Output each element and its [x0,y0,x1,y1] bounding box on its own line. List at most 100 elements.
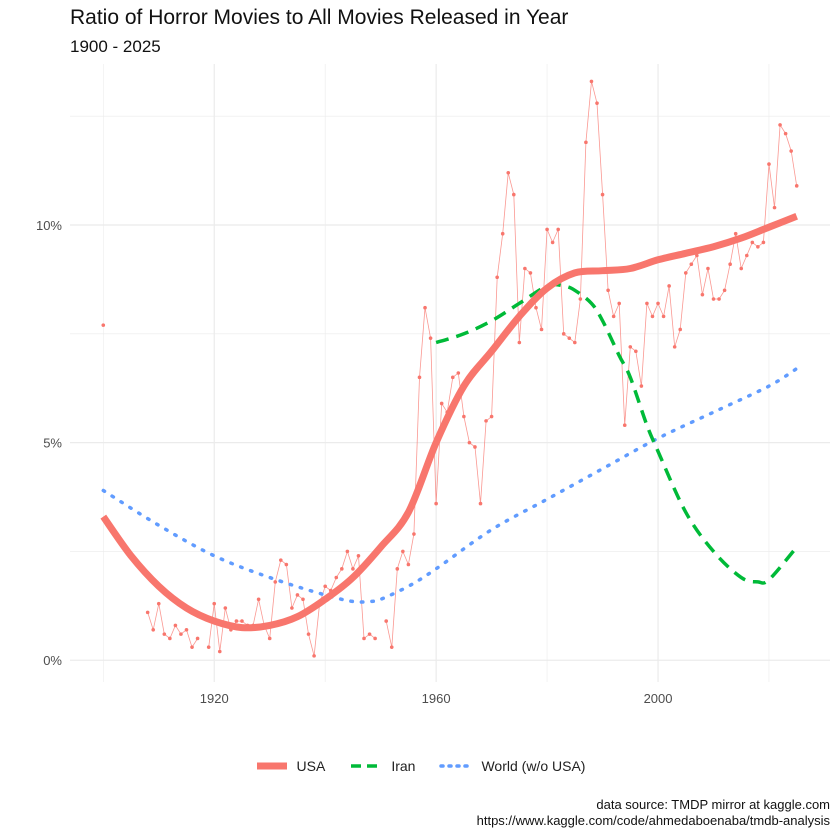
raw-point-usa [656,301,660,306]
raw-point-usa [334,575,339,580]
raw-point-usa [168,636,172,641]
raw-point-usa [495,275,499,280]
raw-point-usa [722,288,727,293]
raw-point-usa [256,597,261,602]
raw-point-usa [672,345,677,349]
legend-key-iran [351,764,382,768]
raw-point-usa [217,649,222,654]
raw-point-usa [273,580,278,584]
raw-point-usa [151,627,156,632]
raw-point-usa [284,562,289,567]
raw-point-usa [362,636,366,641]
raw-point-usa [145,610,150,615]
raw-point-usa [356,553,361,558]
raw-point-usa [517,340,522,345]
raw-point-usa [417,375,422,380]
raw-point-usa [345,549,350,554]
raw-point-usa [351,567,355,571]
raw-point-usa [101,323,106,327]
raw-point-usa [484,419,488,423]
axis-labels: 1920 1960 2000 0% 5% 10% [36,218,673,706]
y-tick-label: 5% [43,436,62,451]
legend-label-world: World (w/o USA) [481,758,586,774]
grid-lines [70,64,830,682]
raw-point-usa [767,162,771,166]
raw-point-usa [567,336,572,340]
raw-point-usa [617,301,621,306]
raw-point-usa [456,371,461,375]
raw-point-usa [534,305,538,310]
raw-point-usa [622,423,627,428]
raw-point-usa [434,501,438,506]
raw-point-usa [711,297,716,301]
y-tick-label: 10% [36,218,62,233]
raw-point-usa [412,532,416,536]
raw-point-usa [750,240,755,245]
chart-subtitle: 1900 - 2025 [70,37,161,56]
raw-point-usa [539,327,544,332]
raw-point-usa [290,606,294,610]
legend: USA Iran World (w/o USA) [0,758,840,774]
raw-point-usa [384,619,389,623]
raw-point-usa [789,149,793,153]
raw-point-usa [295,593,300,597]
raw-point-usa [323,584,327,589]
data-source-line: data source: TMDP mirror at kaggle.com [596,797,830,812]
raw-point-usa [206,645,211,649]
series-line-usa [100,213,798,632]
raw-point-usa [556,227,560,232]
raw-point-usa [573,340,577,345]
raw-point-usa [756,244,760,249]
raw-point-usa [778,123,782,127]
raw-point-usa [550,240,555,245]
raw-point-usa [661,314,666,319]
raw-point-usa [500,231,505,236]
raw-point-usa [628,345,633,349]
raw-point-usa [595,101,599,105]
raw-point-usa [406,562,411,567]
legend-label-usa: USA [296,758,326,774]
x-tick-label: 2000 [644,691,673,706]
raw-point-usa [794,184,799,188]
raw-point-usa [506,171,511,175]
raw-point-usa [340,567,344,571]
raw-point-usa [489,414,494,419]
legend-key-usa [256,762,287,770]
raw-point-usa [695,253,699,258]
raw-series-usa [101,79,799,658]
raw-point-usa [683,271,688,275]
raw-point-usa [606,288,610,293]
legend-item-usa: USA [255,758,326,774]
raw-point-usa [634,349,638,354]
raw-point-usa [717,297,721,301]
raw-point-usa [423,305,427,310]
raw-point-usa [306,632,311,636]
raw-point-usa [600,192,605,197]
raw-point-usa [401,549,405,554]
legend-item-iran: Iran [349,758,415,774]
raw-point-usa [212,601,217,606]
raw-point-usa [706,266,710,271]
raw-point-usa [279,558,283,562]
legend-key-world [439,764,474,768]
raw-point-usa [783,131,788,136]
raw-point-usa [772,205,777,210]
raw-point-usa [744,253,749,258]
raw-point-usa [184,627,189,632]
raw-point-usa [561,332,566,336]
raw-point-usa [301,597,305,602]
raw-point-usa [545,227,549,232]
raw-point-usa [389,645,394,649]
raw-point-usa [428,336,433,340]
raw-point-usa [739,266,744,271]
raw-point-usa [578,297,583,301]
raw-point-usa [528,271,533,275]
raw-point-usa [511,192,516,197]
raw-point-usa [373,636,377,641]
raw-point-usa [611,314,616,319]
chart-plot: 1920 1960 2000 0% 5% 10% [36,64,830,706]
raw-point-usa [367,632,372,636]
series-line-iran [435,282,799,585]
raw-point-usa [312,654,316,658]
raw-point-usa [190,645,194,649]
